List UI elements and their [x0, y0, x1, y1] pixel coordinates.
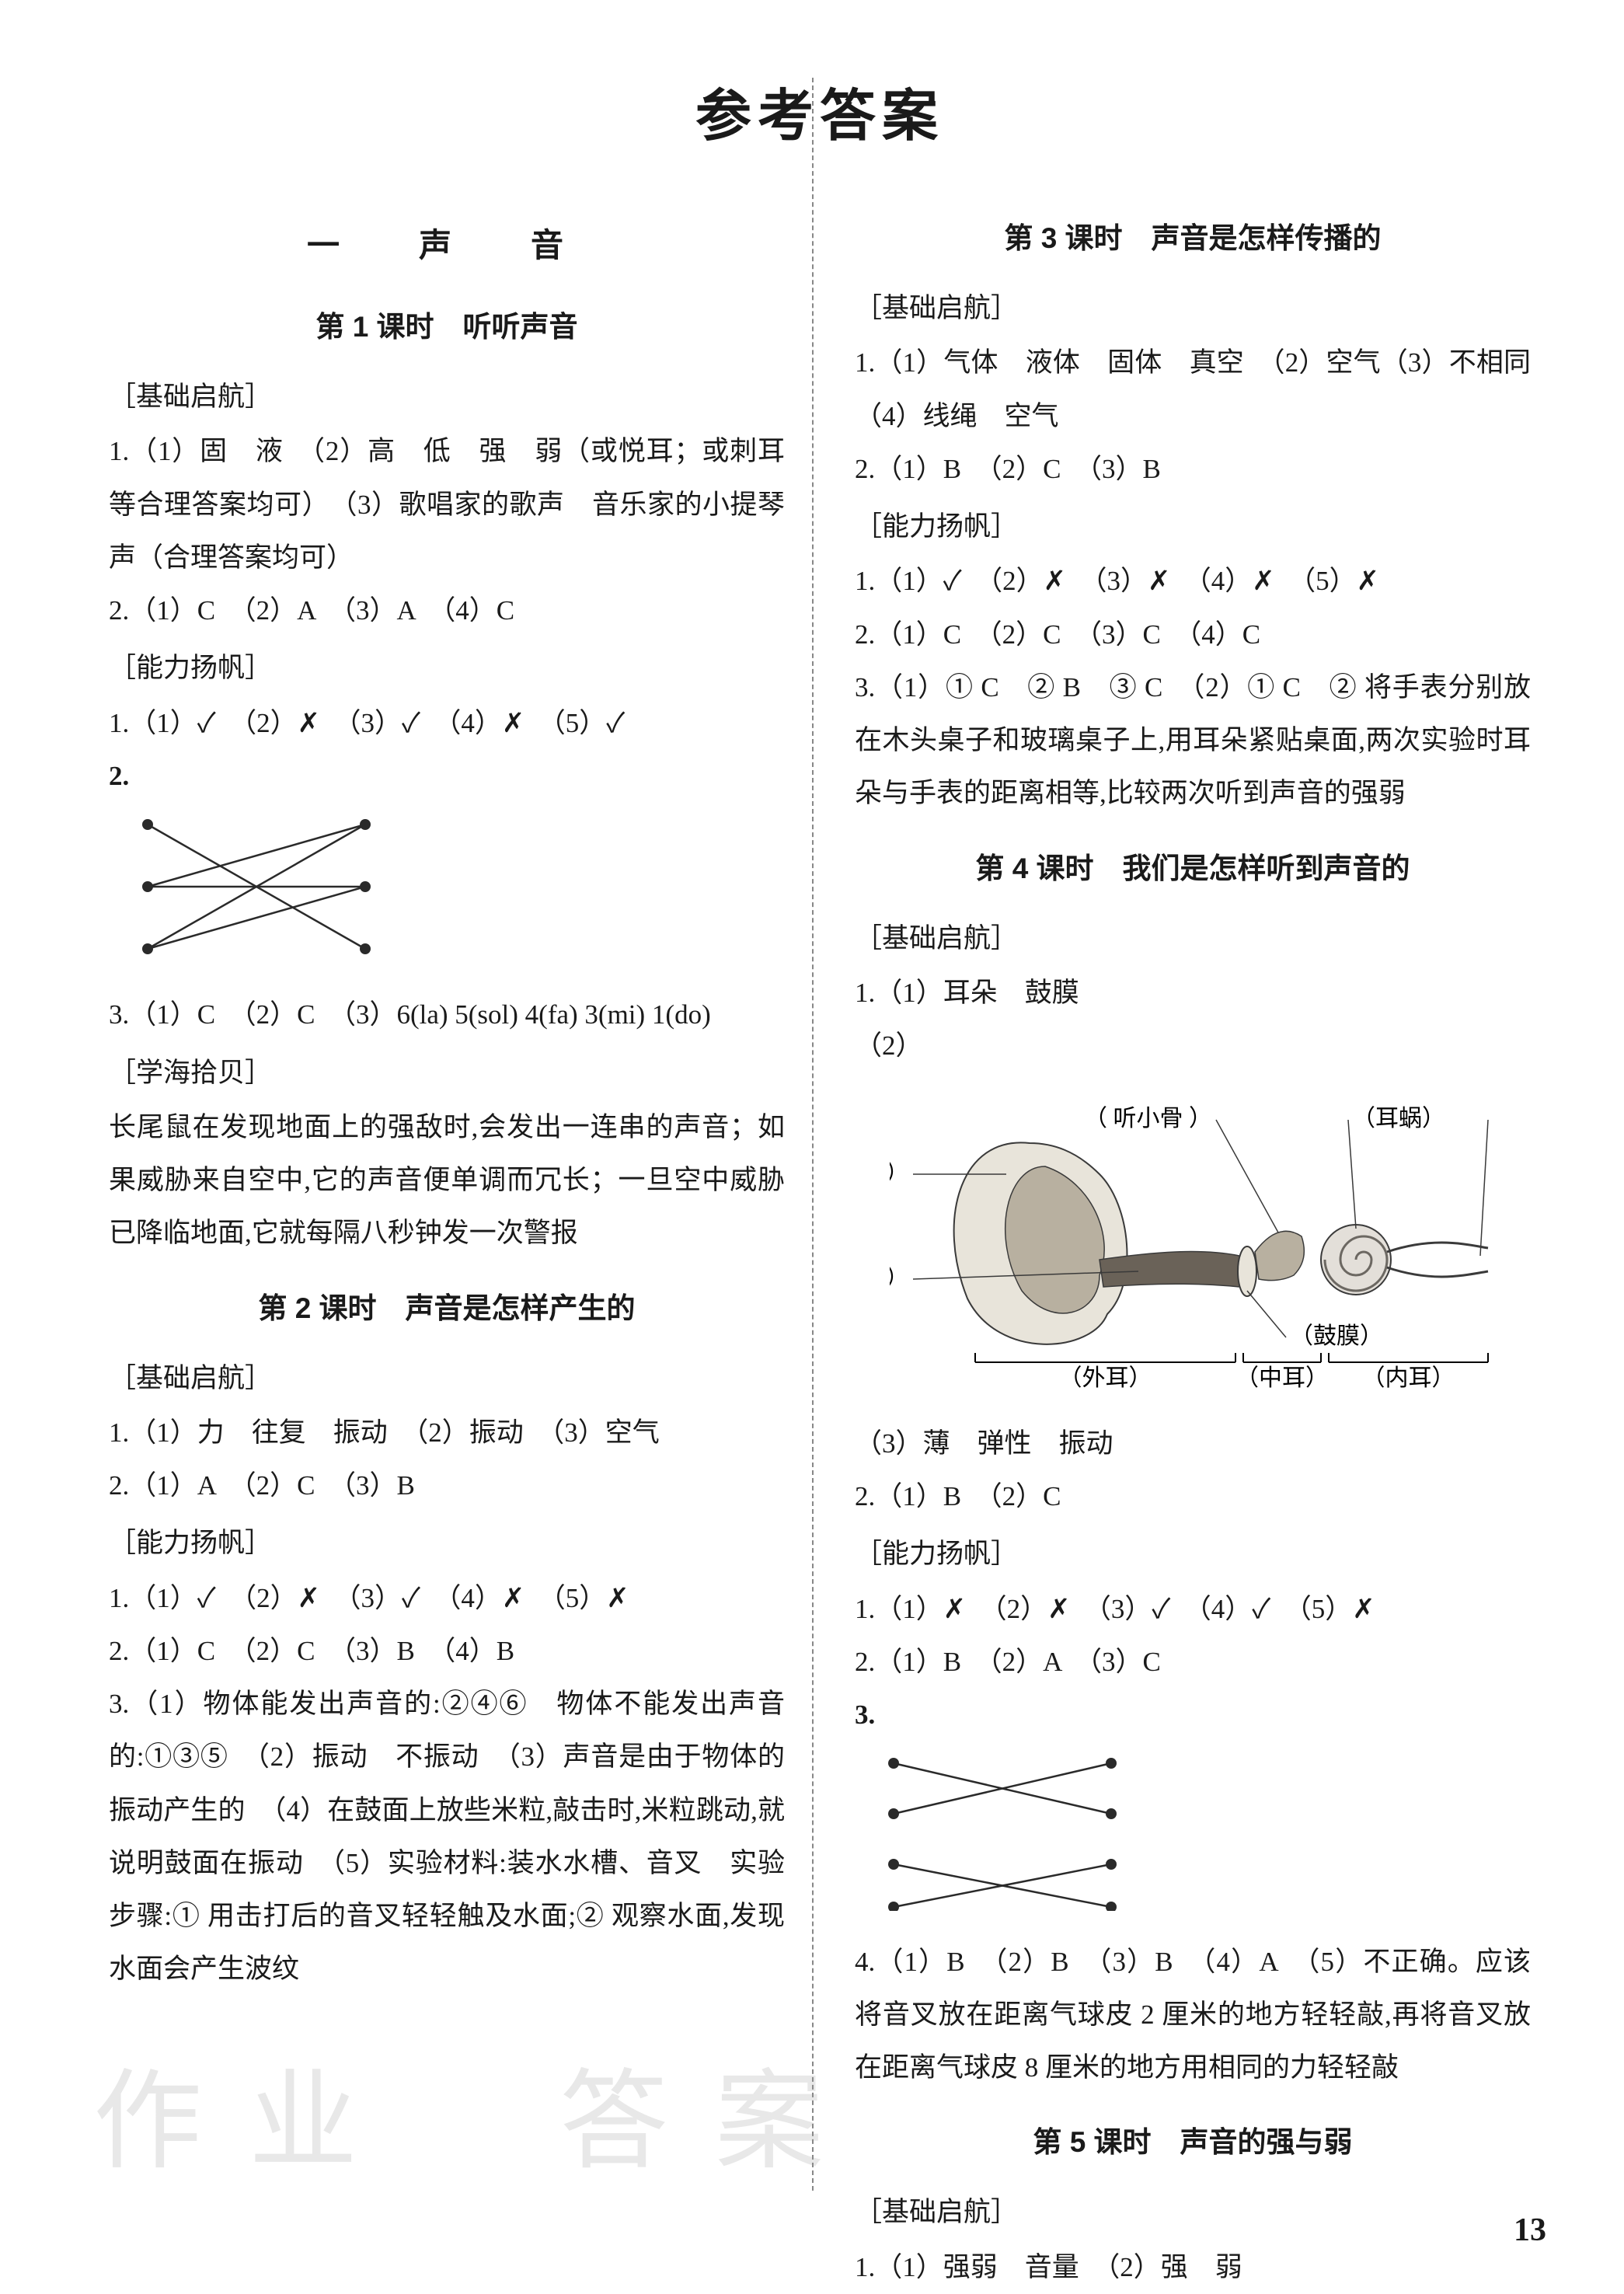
section-label: ［能力扬帆］	[109, 1517, 785, 1570]
answer-text: 1.（1）气体 液体 固体 真空 （2）空气（3）不相同 （4）线绳 空气	[855, 336, 1531, 443]
answer-text: 3.（1）物体能发出声音的:②④⑥ 物体不能发出声音的:①③⑤ （2）振动 不振…	[109, 1678, 785, 1996]
answer-text: （3）薄 弹性 振动	[855, 1417, 1531, 1470]
matching-diagram-1	[132, 809, 785, 982]
svg-text:（外耳）: （外耳）	[1059, 1365, 1152, 1391]
answer-text: 4.（1）B （2）B （3）B （4）A （5）不正确。应该将音叉放在距离气球…	[855, 1936, 1531, 2095]
lesson-4-title: 第 4 课时 我们是怎样听到声音的	[855, 841, 1531, 897]
answer-text: 2.	[109, 750, 785, 803]
svg-text:（ 听小骨 ）: （ 听小骨 ）	[1084, 1106, 1212, 1131]
lesson-3-title: 第 3 课时 声音是怎样传播的	[855, 211, 1531, 267]
section-label: ［能力扬帆］	[855, 1528, 1531, 1581]
section-label: ［基础启航］	[855, 282, 1531, 335]
svg-text:（听觉神经）: （听觉神经）	[1492, 1106, 1496, 1131]
section-label: ［能力扬帆］	[855, 500, 1531, 553]
answer-text: （2）	[855, 1020, 1531, 1072]
answer-text: 1.（1）固 液 （2）高 低 强 弱（或悦耳；或刺耳等合理答案均可） （3）歌…	[109, 425, 785, 584]
answer-text: 2.（1）A （2）C （3）B	[109, 1459, 785, 1512]
answer-text: 长尾鼠在发现地面上的强敌时,会发出一连串的声音；如果威胁来自空中,它的声音便单调…	[109, 1101, 785, 1260]
answer-text: 2.（1）B （2）C	[855, 1470, 1531, 1523]
section-label: ［基础启航］	[109, 1352, 785, 1405]
svg-text:（中耳）: （中耳）	[1235, 1365, 1329, 1391]
svg-text:（耳蜗）: （耳蜗）	[1352, 1106, 1445, 1131]
column-divider	[812, 78, 814, 2191]
answer-text: 3.	[855, 1689, 1531, 1741]
lesson-1-title: 第 1 课时 听听声音	[109, 299, 785, 355]
section-label: ［基础启航］	[855, 912, 1531, 965]
svg-text:（鼓膜）: （鼓膜）	[1290, 1323, 1383, 1349]
answer-text: 1.（1）强弱 音量 （2）强 弱	[855, 2241, 1531, 2294]
answer-text: 1.（1）✓ （2）✗ （3）✗ （4）✗ （5）✗	[855, 555, 1531, 608]
svg-text:（内耳）: （内耳）	[1362, 1365, 1455, 1391]
section-label: ［能力扬帆］	[109, 642, 785, 695]
answer-text: 2.（1）C （2）C （3）C （4）C	[855, 608, 1531, 661]
answer-text: 2.（1）B （2）A （3）C	[855, 1636, 1531, 1689]
svg-text:（外耳道）: （外耳道）	[890, 1265, 909, 1291]
content-columns: 一 声 音 第 1 课时 听听声音 ［基础启航］ 1.（1）固 液 （2）高 低…	[109, 190, 1531, 2294]
matching-diagram-2	[878, 1748, 1531, 1929]
svg-text:（耳郭）: （耳郭）	[890, 1160, 909, 1186]
ear-anatomy-diagram: （耳郭） （ 听小骨 ） （耳蜗） （听觉神经） （外耳道） （鼓膜） （外耳） （中耳） （内…	[855, 1081, 1531, 1410]
answer-text: 1.（1）耳朵 鼓膜	[855, 967, 1531, 1020]
page-number: 13	[1514, 2212, 1546, 2249]
left-column: 一 声 音 第 1 课时 听听声音 ［基础启航］ 1.（1）固 液 （2）高 低…	[109, 190, 820, 2294]
answer-text: 2.（1）C （2）C （3）B （4）B	[109, 1625, 785, 1678]
answer-text: 1.（1）✓ （2）✗ （3）✓ （4）✗ （5）✓	[109, 697, 785, 750]
lesson-5-title: 第 5 课时 声音的强与弱	[855, 2114, 1531, 2170]
answer-text: 1.（1）✗ （2）✗ （3）✓ （4）✓ （5）✗	[855, 1583, 1531, 1636]
chapter-title: 一 声 音	[109, 214, 785, 277]
answer-text: 3.（1）① C ② B ③ C （2）① C ② 将手表分别放在木头桌子和玻璃…	[855, 661, 1531, 821]
section-label: ［学海拾贝］	[109, 1047, 785, 1100]
answer-text: 2.（1）C （2）A （3）A （4）C	[109, 584, 785, 637]
answer-text: 3.（1）C （2）C （3）6(la) 5(sol) 4(fa) 3(mi) …	[109, 988, 785, 1041]
page-title: 参考答案	[109, 70, 1531, 152]
right-column: 第 3 课时 声音是怎样传播的 ［基础启航］ 1.（1）气体 液体 固体 真空 …	[820, 190, 1531, 2294]
lesson-2-title: 第 2 课时 声音是怎样产生的	[109, 1281, 785, 1337]
answer-text: 1.（1）力 往复 振动 （2）振动 （3）空气	[109, 1407, 785, 1459]
section-label: ［基础启航］	[109, 371, 785, 424]
answer-text: 2.（1）B （2）C （3）B	[855, 443, 1531, 496]
answer-text: 1.（1）✓ （2）✗ （3）✓ （4）✗ （5）✗	[109, 1572, 785, 1625]
section-label: ［基础启航］	[855, 2186, 1531, 2239]
